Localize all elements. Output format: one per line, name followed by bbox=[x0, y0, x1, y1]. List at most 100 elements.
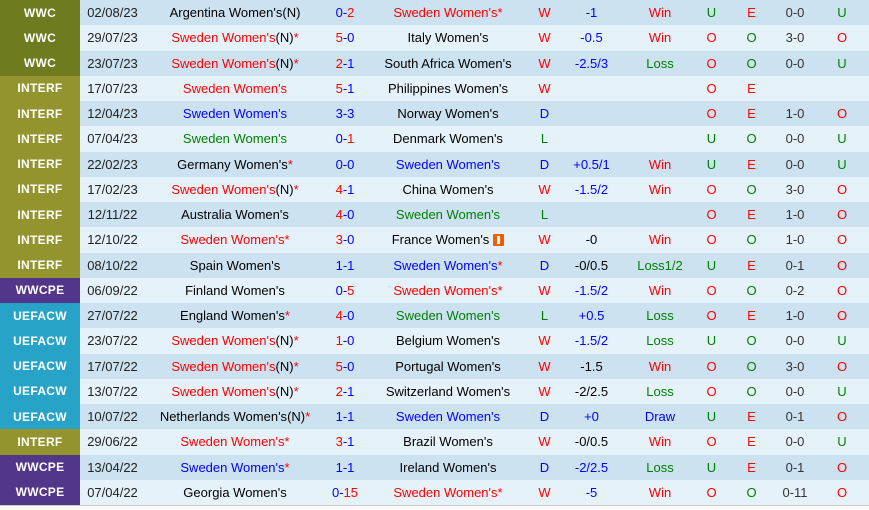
handicap-result: Loss bbox=[646, 308, 674, 324]
fulltime-score: 3-3 bbox=[325, 101, 365, 126]
away-team-name: Philippines Women's bbox=[387, 80, 509, 96]
over-under-fulltime: O bbox=[706, 207, 717, 223]
competition-badge[interactable]: INTERF bbox=[0, 101, 80, 127]
handicap-result: Win bbox=[648, 181, 672, 197]
competition-badge[interactable]: WWCPE bbox=[0, 277, 80, 303]
home-team: Sweden Women's * bbox=[145, 455, 325, 480]
handicap-value: -0.5 bbox=[580, 30, 603, 46]
away-team: Denmark Women's bbox=[365, 126, 531, 151]
away-team-star: * bbox=[497, 5, 503, 21]
handicap-value: -2/2.5 bbox=[574, 459, 609, 475]
competition-badge[interactable]: INTERF bbox=[0, 429, 80, 455]
home-team: Argentina Women's (N) bbox=[145, 0, 325, 25]
match-row: INTERF 08/10/22 Spain Women's 1-1 Sweden… bbox=[0, 252, 869, 278]
competition-badge[interactable]: UEFACW bbox=[0, 404, 80, 430]
handicap-value bbox=[558, 202, 625, 227]
competition-badge[interactable]: UEFACW bbox=[0, 378, 80, 404]
match-date: 27/07/22 bbox=[87, 308, 138, 324]
even-odd: O bbox=[746, 383, 757, 399]
match-row: UEFACW 27/07/22 England Women's * 4-0 Swe… bbox=[0, 303, 869, 329]
even-odd: O bbox=[746, 484, 757, 500]
away-team-name: Brazil Women's bbox=[403, 434, 493, 450]
over-under-fulltime: U bbox=[706, 409, 717, 425]
away-team: Sweden Women's bbox=[365, 404, 531, 429]
result-letter: W bbox=[538, 484, 551, 500]
competition-badge[interactable]: INTERF bbox=[0, 252, 80, 278]
home-team-star: * bbox=[305, 409, 311, 425]
score-separator: - bbox=[342, 181, 348, 197]
over-under-halftime: O bbox=[836, 257, 848, 273]
home-team-name: Finland Women's bbox=[185, 282, 285, 298]
score-home: 0 bbox=[335, 131, 343, 147]
home-team-note: (N) bbox=[275, 358, 294, 374]
score-home: 2 bbox=[335, 55, 343, 71]
even-odd: E bbox=[747, 156, 756, 172]
competition-badge[interactable]: INTERF bbox=[0, 176, 80, 202]
match-row: UEFACW 17/07/22 Sweden Women's (N) * 5-0 P… bbox=[0, 353, 869, 379]
fulltime-score: 2-1 bbox=[325, 379, 365, 404]
handicap-result: Win bbox=[648, 358, 672, 374]
over-under-halftime: O bbox=[836, 459, 848, 475]
competition-badge[interactable]: UEFACW bbox=[0, 303, 80, 329]
competition-badge[interactable]: WWC bbox=[0, 50, 80, 76]
competition-label: WWC bbox=[23, 56, 57, 71]
even-odd: E bbox=[747, 434, 756, 450]
score-separator: - bbox=[342, 459, 348, 475]
halftime-score: 1-0 bbox=[785, 308, 805, 324]
competition-badge[interactable]: WWCPE bbox=[0, 479, 80, 505]
competition-badge[interactable]: WWC bbox=[0, 0, 80, 26]
score-home: 4 bbox=[335, 181, 343, 197]
away-team: Sweden Women's * bbox=[365, 278, 531, 303]
score-separator: - bbox=[342, 55, 348, 71]
home-team-star: * bbox=[293, 55, 299, 71]
away-team: Norway Women's bbox=[365, 101, 531, 126]
competition-badge[interactable]: UEFACW bbox=[0, 353, 80, 379]
home-team-name: Sweden Women's bbox=[180, 232, 285, 248]
fulltime-score: 4-1 bbox=[325, 177, 365, 202]
handicap-result: Win bbox=[648, 484, 672, 500]
score-away: 3 bbox=[347, 106, 355, 122]
handicap-value: +0 bbox=[584, 409, 599, 425]
competition-badge[interactable]: INTERF bbox=[0, 151, 80, 177]
away-team: Ireland Women's bbox=[365, 455, 531, 480]
score-separator: - bbox=[342, 383, 348, 399]
handicap-result: Win bbox=[648, 282, 672, 298]
over-under-halftime: U bbox=[837, 383, 847, 399]
competition-label: WWCPE bbox=[15, 283, 65, 298]
home-team-note: (N) bbox=[282, 5, 301, 21]
handicap-result: Win bbox=[648, 5, 672, 21]
away-team-name: Sweden Women's bbox=[395, 308, 501, 324]
competition-badge[interactable]: INTERF bbox=[0, 202, 80, 228]
competition-badge[interactable]: WWCPE bbox=[0, 454, 80, 480]
home-team-note: (N) bbox=[275, 181, 294, 197]
score-separator: - bbox=[342, 106, 348, 122]
competition-label: INTERF bbox=[17, 182, 63, 197]
halftime-score: 0-0 bbox=[785, 131, 805, 147]
away-team-name: Sweden Women's bbox=[393, 5, 498, 21]
away-team-name: France Women's bbox=[391, 232, 490, 248]
match-date: 08/10/22 bbox=[87, 257, 138, 273]
halftime-score: 0-0 bbox=[785, 55, 805, 71]
table-footer bbox=[0, 505, 869, 510]
match-date: 29/06/22 bbox=[87, 434, 138, 450]
competition-badge[interactable]: INTERF bbox=[0, 126, 80, 152]
fulltime-score: 5-1 bbox=[325, 76, 365, 101]
competition-badge[interactable]: INTERF bbox=[0, 227, 80, 253]
result-letter: D bbox=[539, 459, 550, 475]
home-team: Netherlands Women's (N) * bbox=[145, 404, 325, 429]
score-away: 0 bbox=[347, 232, 355, 248]
handicap-value: -2/2.5 bbox=[574, 383, 609, 399]
home-team-note: (N) bbox=[287, 409, 306, 425]
competition-badge[interactable]: UEFACW bbox=[0, 328, 80, 354]
even-odd: E bbox=[747, 106, 756, 122]
home-team-name: Sweden Women's bbox=[171, 30, 276, 46]
over-under-fulltime: O bbox=[706, 30, 717, 46]
match-date: 17/07/22 bbox=[87, 358, 138, 374]
competition-badge[interactable]: WWC bbox=[0, 25, 80, 51]
score-away: 5 bbox=[347, 282, 355, 298]
result-letter: L bbox=[540, 131, 549, 147]
competition-badge[interactable]: INTERF bbox=[0, 75, 80, 101]
match-row: INTERF 17/07/23 Sweden Women's 5-1 Phili… bbox=[0, 75, 869, 101]
handicap-result bbox=[625, 126, 695, 151]
home-team-name: Sweden Women's bbox=[171, 181, 276, 197]
